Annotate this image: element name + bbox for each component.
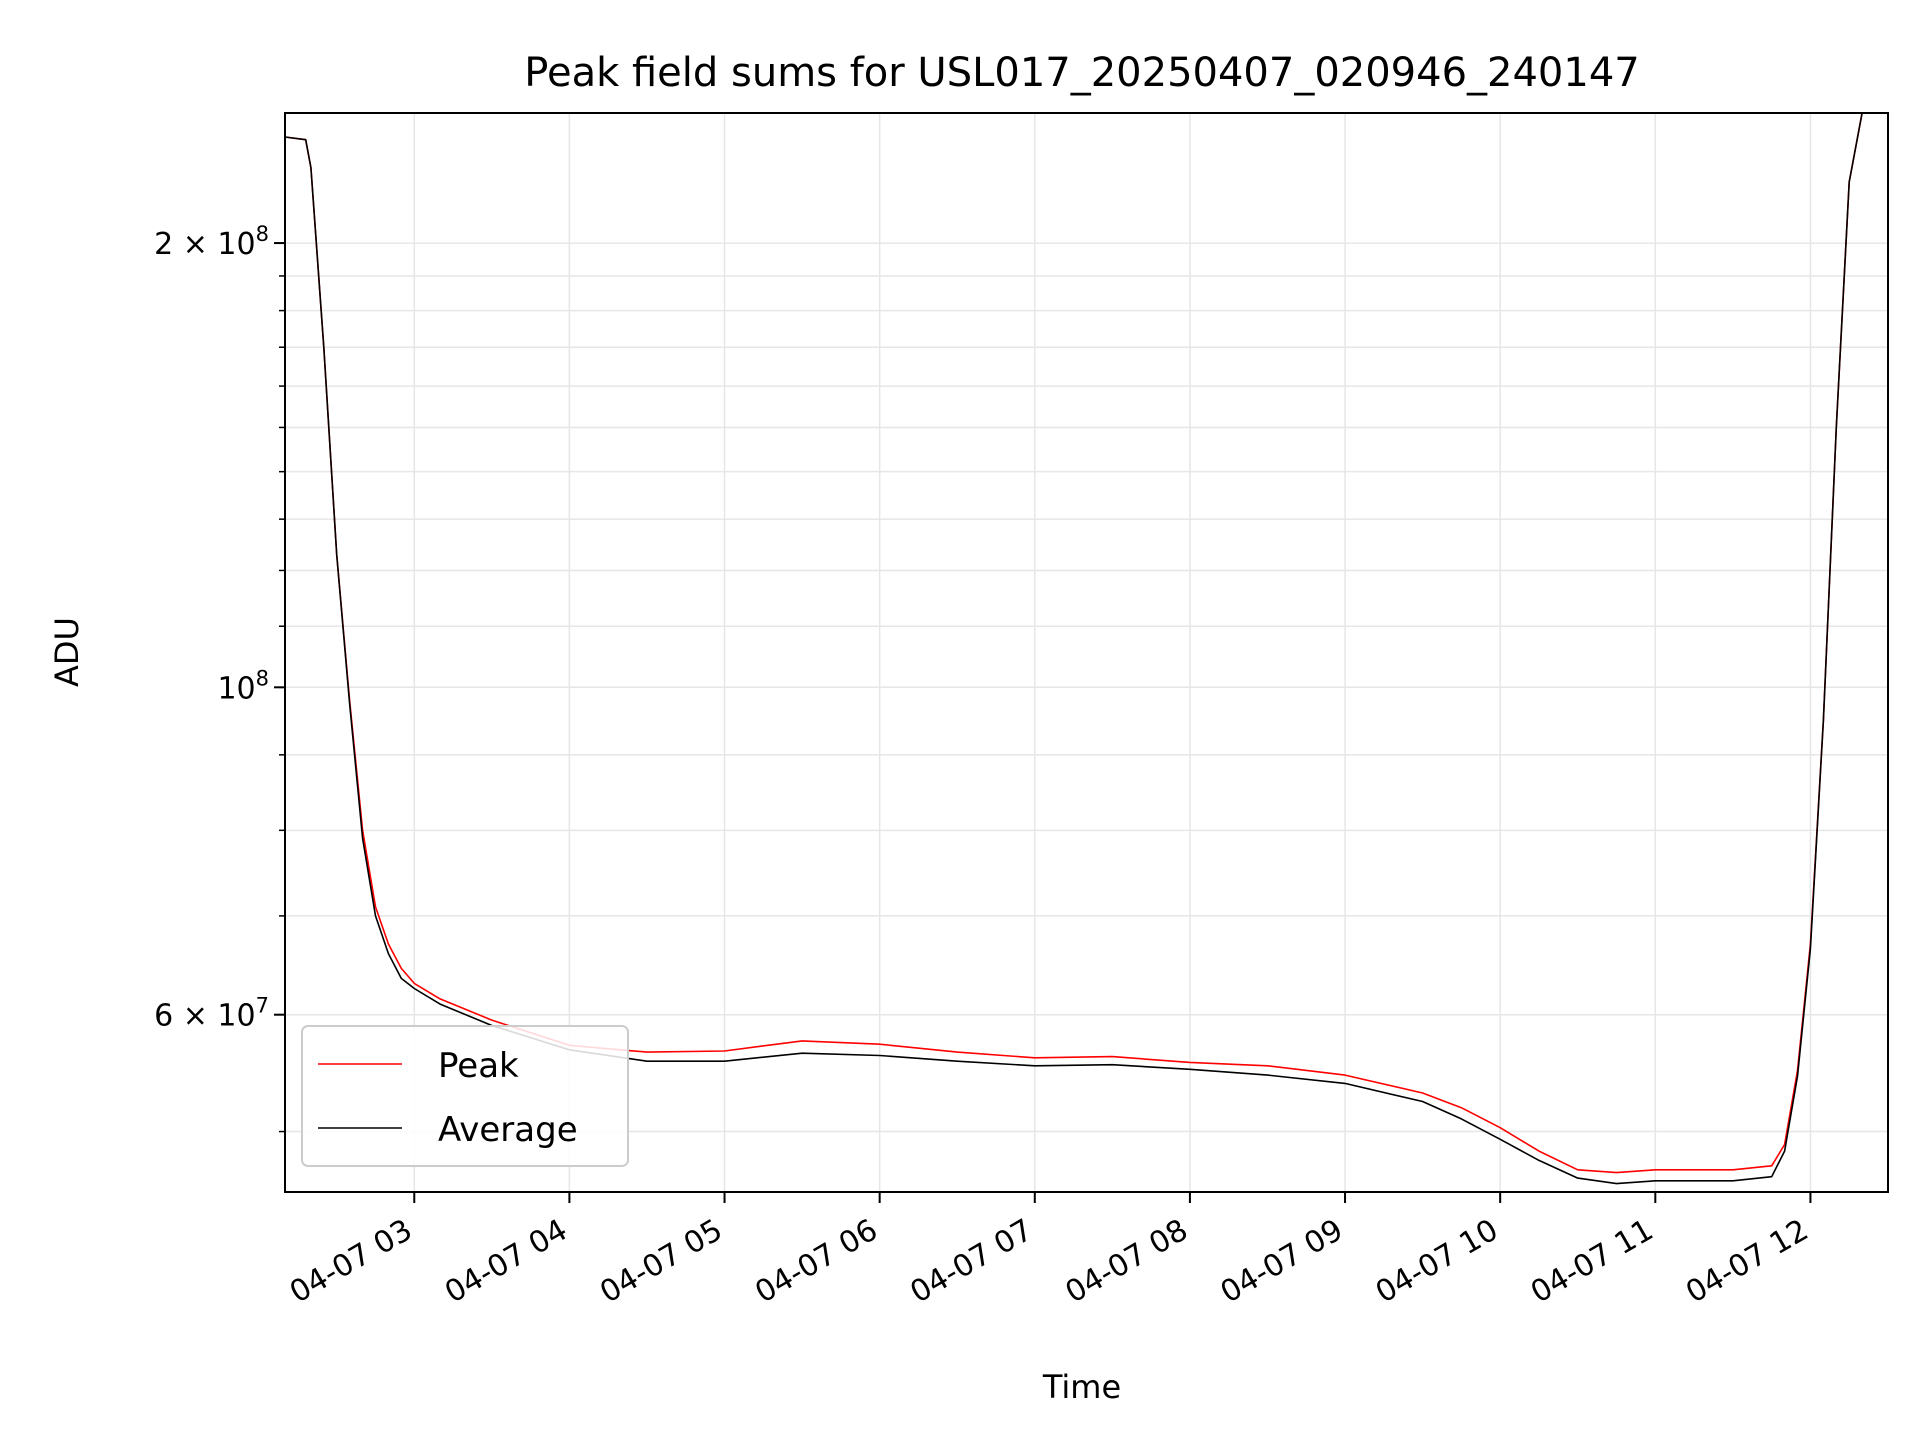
y-tick-label: 2 × 108 — [154, 222, 269, 262]
legend-label-peak: Peak — [438, 1046, 519, 1086]
grid-lines — [285, 113, 1888, 1192]
legend-box — [301, 1025, 629, 1167]
y-axis-label: ADU — [48, 617, 86, 687]
legend: Peak Average — [301, 1025, 629, 1167]
plot-frame — [284, 112, 1889, 1193]
chart-title: Peak field sums for USL017_20250407_0209… — [524, 50, 1639, 96]
y-tick-label: 108 — [217, 666, 269, 706]
series-lines — [284, 112, 1863, 1185]
y-tick-label: 6 × 107 — [154, 994, 269, 1034]
legend-label-average: Average — [438, 1110, 578, 1150]
series-line-peak — [284, 112, 1863, 1174]
series-line-average — [284, 112, 1863, 1185]
x-axis-label: Time — [1042, 1368, 1121, 1406]
